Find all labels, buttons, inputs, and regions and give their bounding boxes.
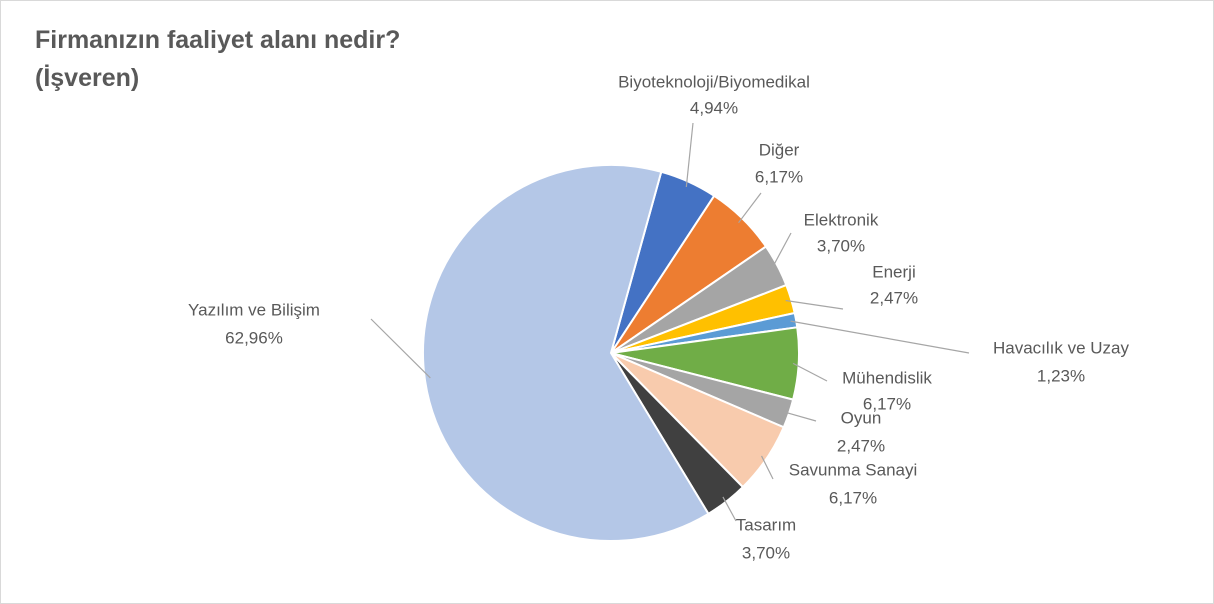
slice-value-label: 2,47% bbox=[870, 288, 918, 307]
leader-line bbox=[738, 192, 762, 224]
slice-label: Elektronik bbox=[804, 210, 879, 229]
slice-label: Mühendislik bbox=[842, 368, 932, 387]
slice-value-label: 62,96% bbox=[225, 328, 283, 347]
slice-value-label: 6,17% bbox=[863, 394, 911, 413]
leader-line bbox=[760, 455, 774, 480]
slice-label: Yazılım ve Bilişim bbox=[188, 300, 320, 319]
leader-line bbox=[685, 122, 694, 187]
slice-label: Enerji bbox=[872, 262, 915, 281]
leader-line bbox=[785, 299, 844, 310]
leader-line bbox=[792, 362, 828, 382]
slice-value-label: 4,94% bbox=[690, 98, 738, 117]
leader-line bbox=[783, 411, 817, 422]
leader-line bbox=[370, 318, 431, 379]
slice-value-label: 3,70% bbox=[817, 236, 865, 255]
slice-label: Diğer bbox=[759, 140, 800, 159]
slice-label: Havacılık ve Uzay bbox=[993, 338, 1130, 357]
leader-line bbox=[722, 496, 737, 522]
slice-label: Biyoteknoloji/Biyomedikal bbox=[618, 72, 810, 91]
slice-label: Oyun bbox=[841, 408, 882, 427]
slice-value-label: 6,17% bbox=[829, 488, 877, 507]
slice-label: Savunma Sanayi bbox=[789, 460, 918, 479]
slice-value-label: 2,47% bbox=[837, 436, 885, 455]
leader-line bbox=[790, 320, 970, 354]
chart-title: Firmanızın faaliyet alanı nedir? (İşvere… bbox=[35, 26, 401, 92]
pie-slice bbox=[422, 164, 710, 542]
leader-line bbox=[771, 232, 792, 269]
slice-label: Tasarım bbox=[736, 515, 796, 534]
slice-value-label: 1,23% bbox=[1037, 366, 1085, 385]
slice-value-label: 3,70% bbox=[742, 543, 790, 562]
slice-value-label: 6,17% bbox=[755, 167, 803, 186]
